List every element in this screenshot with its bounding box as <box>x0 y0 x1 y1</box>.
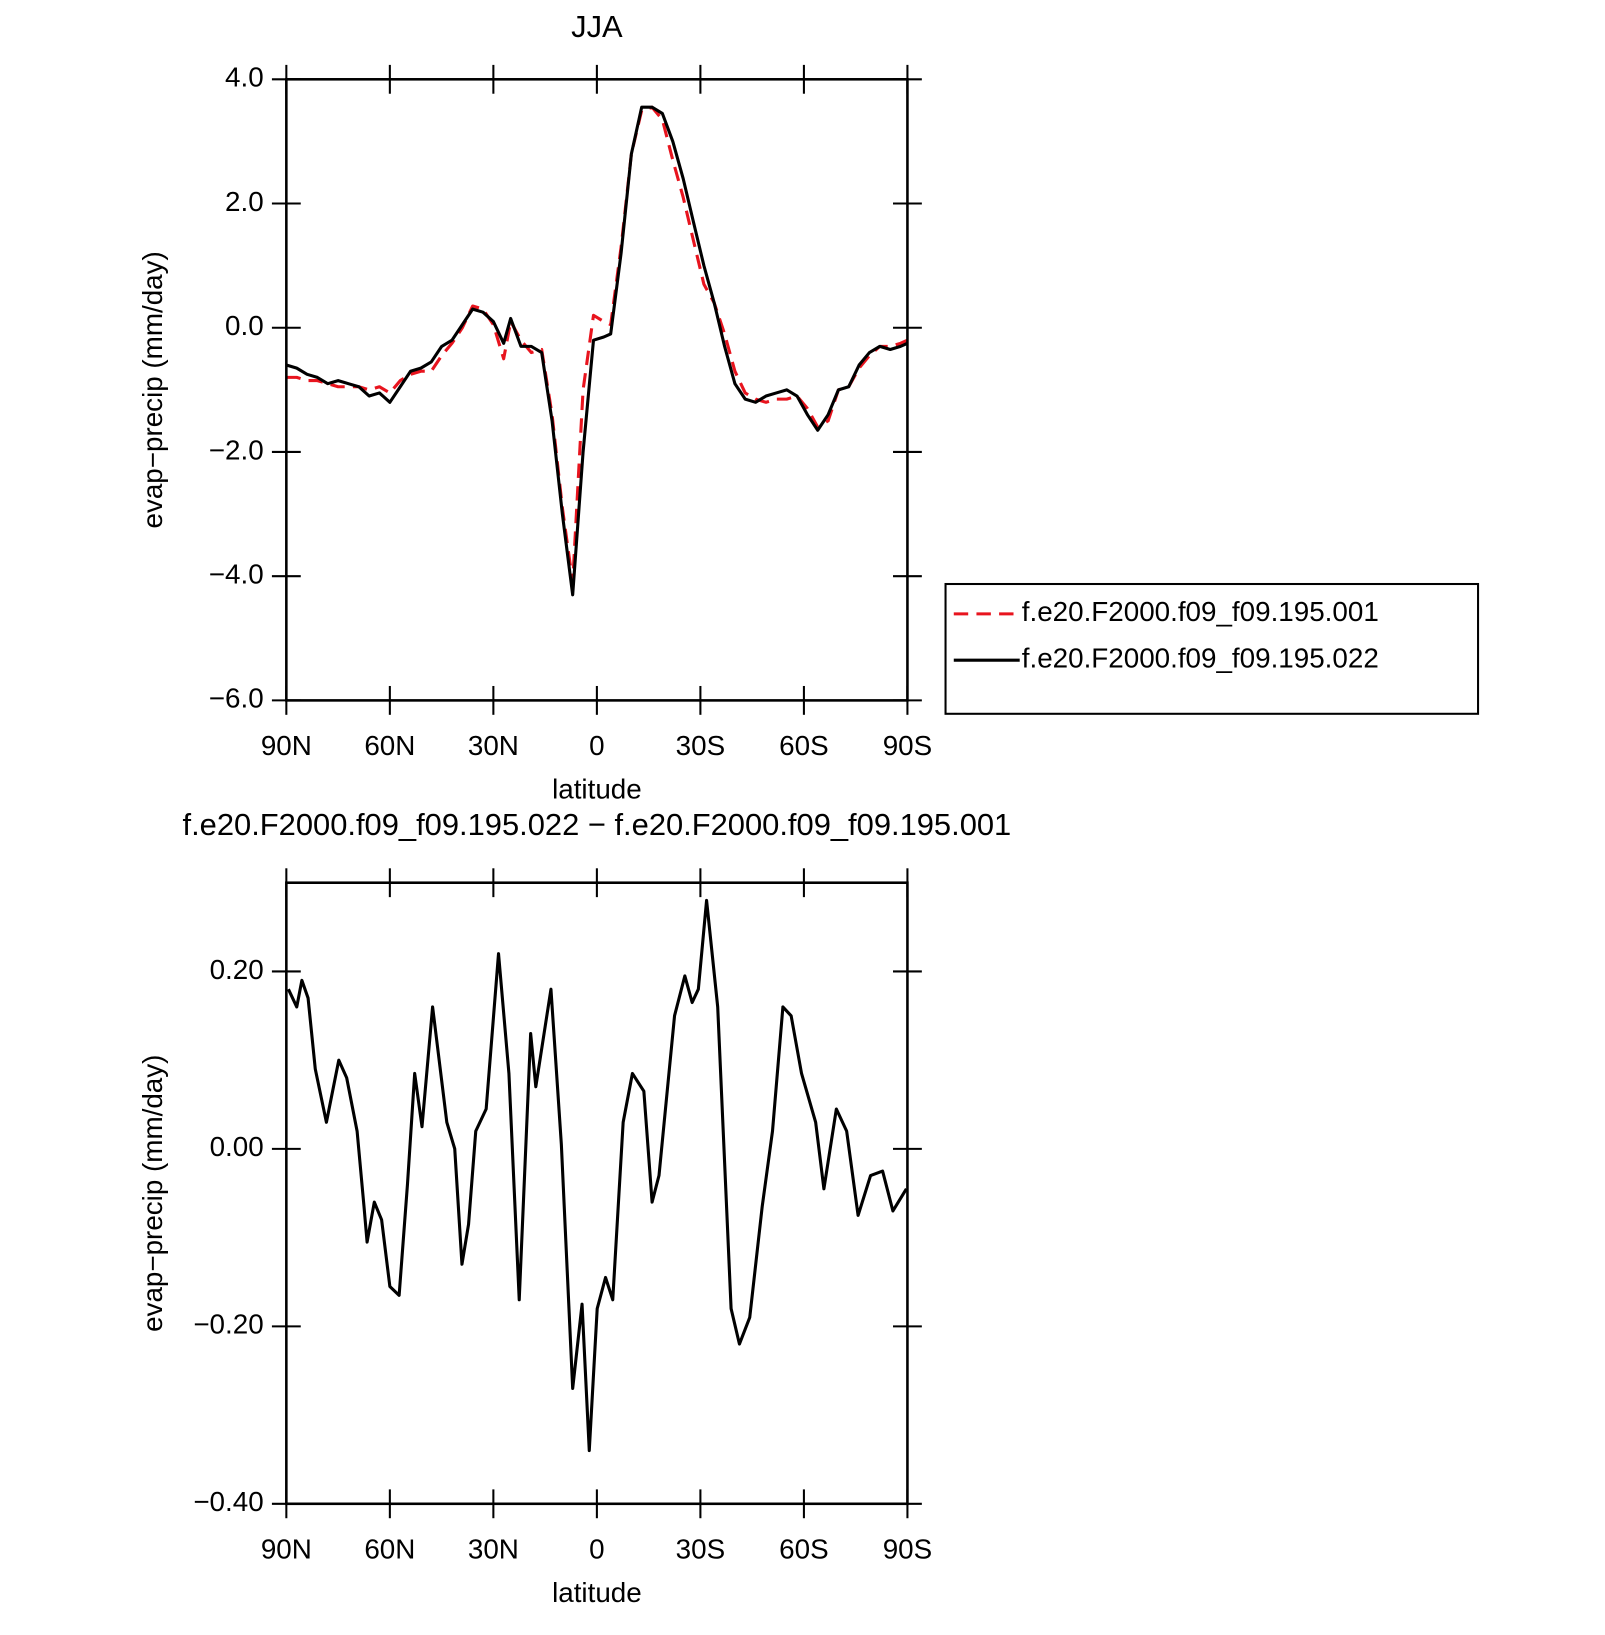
x-axis-label: latitude <box>552 1577 642 1608</box>
x-tick-label: 30N <box>468 730 519 761</box>
y-tick-label: 2.0 <box>225 186 264 217</box>
legend-label: f.e20.F2000.f09_f09.195.001 <box>1022 596 1379 627</box>
x-axis-label: latitude <box>552 773 642 804</box>
legend-box <box>944 582 1480 715</box>
plot-frame <box>285 78 909 702</box>
y-tick-label: 0.0 <box>225 310 264 341</box>
y-tick-label: 0.00 <box>210 1131 264 1162</box>
legend-label: f.e20.F2000.f09_f09.195.022 <box>1022 643 1379 674</box>
y-tick-label: −6.0 <box>209 683 264 714</box>
x-tick-label: 60S <box>779 1534 828 1565</box>
y-tick-label: −0.40 <box>193 1486 263 1517</box>
plots: JJA 4.0 2.0 0.0 −2.0 −4.0 −6.0 90N 60N 30N 0 30S 60S… <box>137 9 1480 1608</box>
x-tick-label: 90N <box>261 730 312 761</box>
x-tick-label: 90N <box>261 1534 312 1565</box>
x-tick-label: 60N <box>364 730 415 761</box>
y-tick-label: −0.20 <box>193 1309 263 1340</box>
y-tick-label: −4.0 <box>209 559 264 590</box>
chart-title: f.e20.F2000.f09_f09.195.022 − f.e20.F200… <box>183 807 1012 842</box>
y-tick-label: 0.20 <box>210 954 264 985</box>
x-tick-label: 90S <box>883 730 932 761</box>
x-tick-label: 60S <box>779 730 828 761</box>
plot-frame <box>285 881 909 1506</box>
chart-title: JJA <box>571 9 623 44</box>
y-tick-label: −2.0 <box>209 434 264 465</box>
x-tick-label: 30N <box>468 1534 519 1565</box>
x-tick-label: 0 <box>589 730 604 761</box>
x-tick-label: 90S <box>883 1534 932 1565</box>
data-line <box>285 105 909 597</box>
x-tick-label: 60N <box>364 1534 415 1565</box>
x-tick-label: 30S <box>676 730 725 761</box>
y-axis-label: evap−precip (mm/day) <box>137 1055 168 1332</box>
x-tick-label: 0 <box>589 1534 604 1565</box>
x-tick-label: 30S <box>676 1534 725 1565</box>
data-line <box>286 105 909 584</box>
y-tick-label: 4.0 <box>225 62 264 93</box>
data-line <box>287 898 908 1453</box>
y-axis-label: evap−precip (mm/day) <box>137 251 168 528</box>
